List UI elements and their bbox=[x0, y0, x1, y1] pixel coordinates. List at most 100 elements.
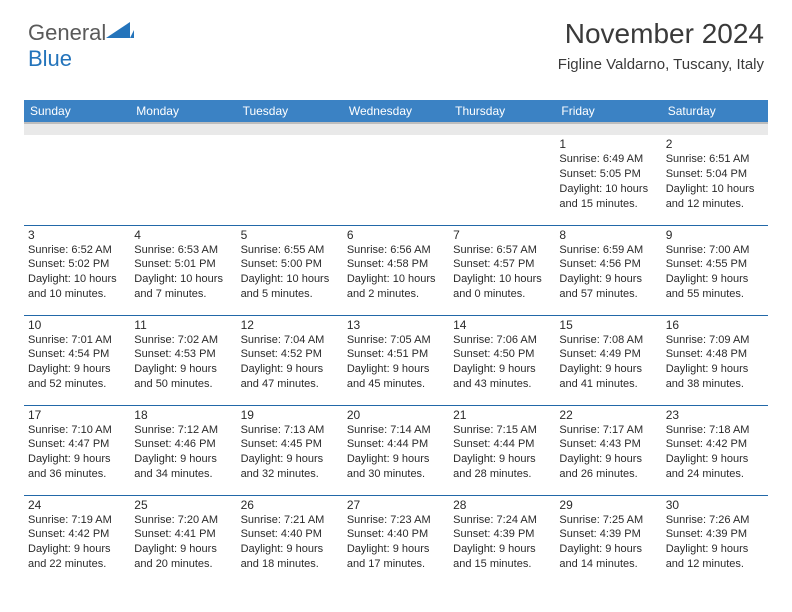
day-number: 26 bbox=[241, 498, 339, 512]
calendar-day-cell: 5Sunrise: 6:55 AMSunset: 5:00 PMDaylight… bbox=[237, 225, 343, 315]
spacer-row bbox=[24, 123, 768, 135]
calendar-day-cell: 26Sunrise: 7:21 AMSunset: 4:40 PMDayligh… bbox=[237, 495, 343, 585]
day-number: 29 bbox=[559, 498, 657, 512]
day-number: 1 bbox=[559, 137, 657, 151]
calendar-week-row: 1Sunrise: 6:49 AMSunset: 5:05 PMDaylight… bbox=[24, 135, 768, 225]
brand-logo: General Blue bbox=[28, 20, 134, 72]
day-info: Sunrise: 7:02 AMSunset: 4:53 PMDaylight:… bbox=[134, 333, 232, 392]
day-number: 17 bbox=[28, 408, 126, 422]
calendar-day-cell bbox=[343, 135, 449, 225]
calendar-day-cell bbox=[449, 135, 555, 225]
day-number: 20 bbox=[347, 408, 445, 422]
calendar-day-cell: 9Sunrise: 7:00 AMSunset: 4:55 PMDaylight… bbox=[662, 225, 768, 315]
day-info: Sunrise: 6:59 AMSunset: 4:56 PMDaylight:… bbox=[559, 243, 657, 302]
calendar-day-cell: 7Sunrise: 6:57 AMSunset: 4:57 PMDaylight… bbox=[449, 225, 555, 315]
calendar-day-cell: 17Sunrise: 7:10 AMSunset: 4:47 PMDayligh… bbox=[24, 405, 130, 495]
day-header-row: Sunday Monday Tuesday Wednesday Thursday… bbox=[24, 100, 768, 123]
day-header: Thursday bbox=[449, 100, 555, 123]
calendar-day-cell: 10Sunrise: 7:01 AMSunset: 4:54 PMDayligh… bbox=[24, 315, 130, 405]
day-number: 16 bbox=[666, 318, 764, 332]
calendar-day-cell: 16Sunrise: 7:09 AMSunset: 4:48 PMDayligh… bbox=[662, 315, 768, 405]
day-info: Sunrise: 7:17 AMSunset: 4:43 PMDaylight:… bbox=[559, 423, 657, 482]
day-number: 28 bbox=[453, 498, 551, 512]
day-number: 14 bbox=[453, 318, 551, 332]
calendar-day-cell: 15Sunrise: 7:08 AMSunset: 4:49 PMDayligh… bbox=[555, 315, 661, 405]
calendar-body: 1Sunrise: 6:49 AMSunset: 5:05 PMDaylight… bbox=[24, 123, 768, 585]
day-number: 27 bbox=[347, 498, 445, 512]
day-info: Sunrise: 7:10 AMSunset: 4:47 PMDaylight:… bbox=[28, 423, 126, 482]
calendar-day-cell: 22Sunrise: 7:17 AMSunset: 4:43 PMDayligh… bbox=[555, 405, 661, 495]
day-info: Sunrise: 6:53 AMSunset: 5:01 PMDaylight:… bbox=[134, 243, 232, 302]
calendar-day-cell bbox=[24, 135, 130, 225]
day-info: Sunrise: 7:21 AMSunset: 4:40 PMDaylight:… bbox=[241, 513, 339, 572]
day-header: Wednesday bbox=[343, 100, 449, 123]
calendar-day-cell: 25Sunrise: 7:20 AMSunset: 4:41 PMDayligh… bbox=[130, 495, 236, 585]
day-info: Sunrise: 7:09 AMSunset: 4:48 PMDaylight:… bbox=[666, 333, 764, 392]
day-number: 25 bbox=[134, 498, 232, 512]
day-number: 11 bbox=[134, 318, 232, 332]
day-number: 18 bbox=[134, 408, 232, 422]
day-header: Sunday bbox=[24, 100, 130, 123]
day-number: 22 bbox=[559, 408, 657, 422]
brand-part2: Blue bbox=[28, 46, 72, 71]
day-info: Sunrise: 7:05 AMSunset: 4:51 PMDaylight:… bbox=[347, 333, 445, 392]
day-number: 10 bbox=[28, 318, 126, 332]
page-header: November 2024 Figline Valdarno, Tuscany,… bbox=[558, 18, 764, 73]
brand-text: General Blue bbox=[28, 20, 134, 72]
calendar-day-cell: 28Sunrise: 7:24 AMSunset: 4:39 PMDayligh… bbox=[449, 495, 555, 585]
calendar-day-cell: 19Sunrise: 7:13 AMSunset: 4:45 PMDayligh… bbox=[237, 405, 343, 495]
calendar-day-cell: 30Sunrise: 7:26 AMSunset: 4:39 PMDayligh… bbox=[662, 495, 768, 585]
day-info: Sunrise: 6:51 AMSunset: 5:04 PMDaylight:… bbox=[666, 152, 764, 211]
day-number: 30 bbox=[666, 498, 764, 512]
calendar-day-cell: 6Sunrise: 6:56 AMSunset: 4:58 PMDaylight… bbox=[343, 225, 449, 315]
calendar-day-cell: 14Sunrise: 7:06 AMSunset: 4:50 PMDayligh… bbox=[449, 315, 555, 405]
page-subtitle: Figline Valdarno, Tuscany, Italy bbox=[558, 56, 764, 73]
calendar-day-cell: 12Sunrise: 7:04 AMSunset: 4:52 PMDayligh… bbox=[237, 315, 343, 405]
calendar-day-cell: 20Sunrise: 7:14 AMSunset: 4:44 PMDayligh… bbox=[343, 405, 449, 495]
day-info: Sunrise: 7:26 AMSunset: 4:39 PMDaylight:… bbox=[666, 513, 764, 572]
day-number: 21 bbox=[453, 408, 551, 422]
day-header: Monday bbox=[130, 100, 236, 123]
day-number: 3 bbox=[28, 228, 126, 242]
day-info: Sunrise: 7:06 AMSunset: 4:50 PMDaylight:… bbox=[453, 333, 551, 392]
day-number: 23 bbox=[666, 408, 764, 422]
day-info: Sunrise: 7:04 AMSunset: 4:52 PMDaylight:… bbox=[241, 333, 339, 392]
day-info: Sunrise: 7:19 AMSunset: 4:42 PMDaylight:… bbox=[28, 513, 126, 572]
day-info: Sunrise: 7:15 AMSunset: 4:44 PMDaylight:… bbox=[453, 423, 551, 482]
day-number: 7 bbox=[453, 228, 551, 242]
day-number: 8 bbox=[559, 228, 657, 242]
day-number: 4 bbox=[134, 228, 232, 242]
calendar-day-cell: 4Sunrise: 6:53 AMSunset: 5:01 PMDaylight… bbox=[130, 225, 236, 315]
day-number: 6 bbox=[347, 228, 445, 242]
day-info: Sunrise: 7:01 AMSunset: 4:54 PMDaylight:… bbox=[28, 333, 126, 392]
day-info: Sunrise: 6:56 AMSunset: 4:58 PMDaylight:… bbox=[347, 243, 445, 302]
calendar-day-cell bbox=[237, 135, 343, 225]
day-info: Sunrise: 7:23 AMSunset: 4:40 PMDaylight:… bbox=[347, 513, 445, 572]
day-info: Sunrise: 7:18 AMSunset: 4:42 PMDaylight:… bbox=[666, 423, 764, 482]
calendar-day-cell: 8Sunrise: 6:59 AMSunset: 4:56 PMDaylight… bbox=[555, 225, 661, 315]
day-info: Sunrise: 7:08 AMSunset: 4:49 PMDaylight:… bbox=[559, 333, 657, 392]
calendar-day-cell: 18Sunrise: 7:12 AMSunset: 4:46 PMDayligh… bbox=[130, 405, 236, 495]
day-header: Saturday bbox=[662, 100, 768, 123]
calendar-day-cell: 21Sunrise: 7:15 AMSunset: 4:44 PMDayligh… bbox=[449, 405, 555, 495]
day-header: Tuesday bbox=[237, 100, 343, 123]
day-number: 19 bbox=[241, 408, 339, 422]
day-info: Sunrise: 6:49 AMSunset: 5:05 PMDaylight:… bbox=[559, 152, 657, 211]
calendar-day-cell: 2Sunrise: 6:51 AMSunset: 5:04 PMDaylight… bbox=[662, 135, 768, 225]
calendar-day-cell: 1Sunrise: 6:49 AMSunset: 5:05 PMDaylight… bbox=[555, 135, 661, 225]
day-number: 13 bbox=[347, 318, 445, 332]
calendar-day-cell: 29Sunrise: 7:25 AMSunset: 4:39 PMDayligh… bbox=[555, 495, 661, 585]
day-info: Sunrise: 6:57 AMSunset: 4:57 PMDaylight:… bbox=[453, 243, 551, 302]
page-title: November 2024 bbox=[558, 18, 764, 50]
calendar-day-cell: 27Sunrise: 7:23 AMSunset: 4:40 PMDayligh… bbox=[343, 495, 449, 585]
calendar-day-cell: 13Sunrise: 7:05 AMSunset: 4:51 PMDayligh… bbox=[343, 315, 449, 405]
calendar-table: Sunday Monday Tuesday Wednesday Thursday… bbox=[24, 100, 768, 585]
day-number: 12 bbox=[241, 318, 339, 332]
day-number: 5 bbox=[241, 228, 339, 242]
day-info: Sunrise: 6:52 AMSunset: 5:02 PMDaylight:… bbox=[28, 243, 126, 302]
calendar-day-cell: 24Sunrise: 7:19 AMSunset: 4:42 PMDayligh… bbox=[24, 495, 130, 585]
calendar-day-cell: 3Sunrise: 6:52 AMSunset: 5:02 PMDaylight… bbox=[24, 225, 130, 315]
day-header: Friday bbox=[555, 100, 661, 123]
day-number: 9 bbox=[666, 228, 764, 242]
day-info: Sunrise: 7:14 AMSunset: 4:44 PMDaylight:… bbox=[347, 423, 445, 482]
